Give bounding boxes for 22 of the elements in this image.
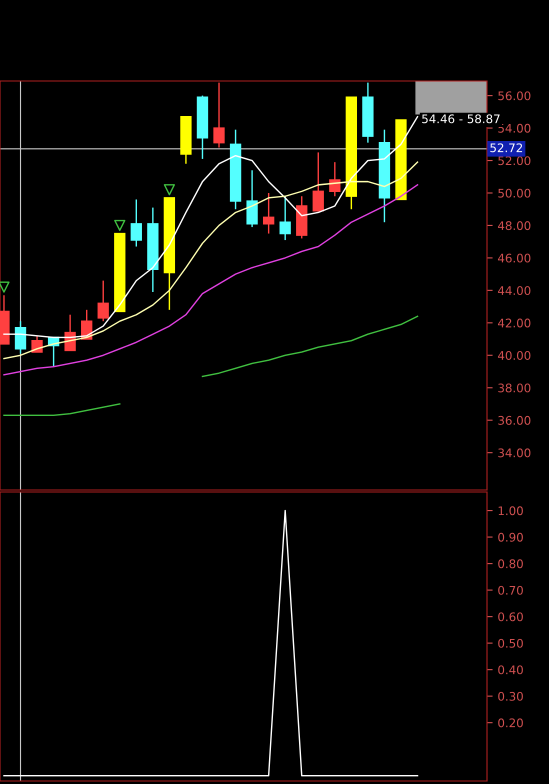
ref-line-label: 52.72 xyxy=(490,143,522,152)
y-tick-label: 0.40 xyxy=(498,665,523,674)
y-tick-label: 50.00 xyxy=(498,188,530,198)
y-tick-label: 46.00 xyxy=(498,254,530,263)
y-tick-label: 52.00 xyxy=(498,156,530,166)
y-tick-label: 42.00 xyxy=(498,318,530,328)
y-tick-label: 36.00 xyxy=(498,416,530,425)
y-tick-label: 34.00 xyxy=(498,448,530,458)
annotation: 54.46 - 58.87 xyxy=(422,114,500,124)
y-tick-label: 44.00 xyxy=(498,286,530,296)
y-tick-label: 0.90 xyxy=(498,532,523,542)
y-tick-label: 40.00 xyxy=(498,351,530,360)
y-tick-label: 0.80 xyxy=(498,559,523,568)
y-tick-label: 0.60 xyxy=(498,612,523,622)
y-tick-label: 0.50 xyxy=(498,638,523,648)
y-tick-label: 0.20 xyxy=(498,718,523,728)
y-tick-label: 38.00 xyxy=(498,383,530,392)
y-tick-label: 0.30 xyxy=(498,692,523,701)
y-tick-label: 56.00 xyxy=(498,91,530,100)
y-tick-label: 1.00 xyxy=(498,506,523,516)
y-tick-label: 48.00 xyxy=(498,221,530,230)
y-tick-label: 0.70 xyxy=(498,586,523,595)
